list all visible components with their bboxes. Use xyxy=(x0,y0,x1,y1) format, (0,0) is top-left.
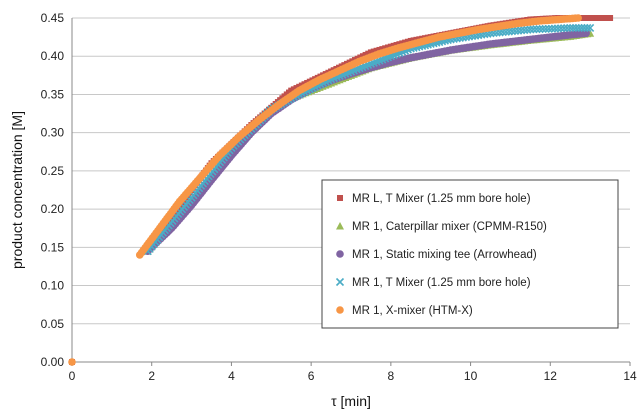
y-tick-label: 0.00 xyxy=(41,355,65,369)
x-tick-label: 4 xyxy=(228,369,235,383)
y-tick-label: 0.05 xyxy=(41,317,65,331)
data-point xyxy=(594,15,601,21)
legend-item: MR 1, X-mixer (HTM-X) xyxy=(336,305,473,317)
data-point xyxy=(547,24,556,33)
data-point xyxy=(529,25,538,34)
data-point xyxy=(600,15,607,21)
y-tick-label: 0.45 xyxy=(41,11,65,25)
data-point xyxy=(532,25,541,34)
x-axis-label: τ [min] xyxy=(331,393,371,409)
data-point xyxy=(541,24,550,33)
legend: MR L, T Mixer (1.25 mm bore hole) MR 1, C… xyxy=(321,179,619,329)
data-point xyxy=(560,24,569,33)
data-point xyxy=(574,14,582,22)
y-tick-label: 0.20 xyxy=(41,202,65,216)
legend-item: MR 1, T Mixer (1.25 mm bore hole) xyxy=(335,277,531,289)
series-5 xyxy=(68,14,582,366)
data-point xyxy=(607,15,614,21)
y-tick-label: 0.10 xyxy=(41,279,65,293)
data-series xyxy=(68,14,614,366)
legend-box xyxy=(321,179,619,329)
legend-item: MR L, T Mixer (1.25 mm bore hole) xyxy=(337,193,531,205)
data-point xyxy=(553,24,563,33)
y-tick-label: 0.30 xyxy=(41,126,65,140)
x-tick-label: 2 xyxy=(148,369,155,383)
data-point xyxy=(591,15,598,21)
data-point xyxy=(538,24,547,34)
data-point xyxy=(68,358,76,366)
legend-marker xyxy=(335,277,345,287)
legend-label: MR 1, Static mixing tee (Arrowhead) xyxy=(352,249,537,261)
y-tick-label: 0.25 xyxy=(41,164,65,178)
data-point xyxy=(535,25,544,34)
data-point xyxy=(585,15,592,21)
data-point xyxy=(597,15,604,21)
data-point xyxy=(586,23,595,33)
x-tick-label: 12 xyxy=(544,369,558,383)
y-tick-label: 0.40 xyxy=(41,49,65,63)
data-point xyxy=(526,25,535,34)
legend-marker xyxy=(336,250,344,258)
data-point xyxy=(583,23,592,33)
legend-label: MR L, T Mixer (1.25 mm bore hole) xyxy=(352,193,531,205)
legend-label: MR 1, X-mixer (HTM-X) xyxy=(352,305,473,317)
y-axis-label: product concentration [M] xyxy=(9,111,25,269)
gridlines xyxy=(72,17,630,325)
data-point xyxy=(582,15,589,21)
data-point xyxy=(579,15,586,21)
data-point xyxy=(544,24,553,33)
tick-labels: 0.00 0.05 0.10 0.15 0.20 0.25 0.30 0.35 0.40 0.45… xyxy=(41,11,637,383)
axes xyxy=(71,18,631,366)
x-tick-label: 10 xyxy=(464,369,478,383)
legend-marker xyxy=(336,222,344,230)
legend-label: MR 1, T Mixer (1.25 mm bore hole) xyxy=(352,277,531,289)
x-tick-label: 8 xyxy=(388,369,395,383)
data-point xyxy=(556,24,566,33)
legend-item: MR 1, Static mixing tee (Arrowhead) xyxy=(336,249,537,261)
legend-marker xyxy=(337,195,343,201)
data-point xyxy=(588,15,595,21)
legend-item: MR 1, Caterpillar mixer (CPMM-R150) xyxy=(336,221,547,233)
y-tick-label: 0.35 xyxy=(41,87,65,101)
legend-marker xyxy=(336,306,344,314)
x-tick-label: 6 xyxy=(308,369,315,383)
x-tick-label: 14 xyxy=(623,369,637,383)
data-point xyxy=(550,24,559,33)
data-point xyxy=(603,15,610,21)
y-tick-label: 0.15 xyxy=(41,240,65,254)
x-tick-label: 0 xyxy=(69,369,76,383)
legend-label: MR 1, Caterpillar mixer (CPMM-R150) xyxy=(352,221,547,233)
